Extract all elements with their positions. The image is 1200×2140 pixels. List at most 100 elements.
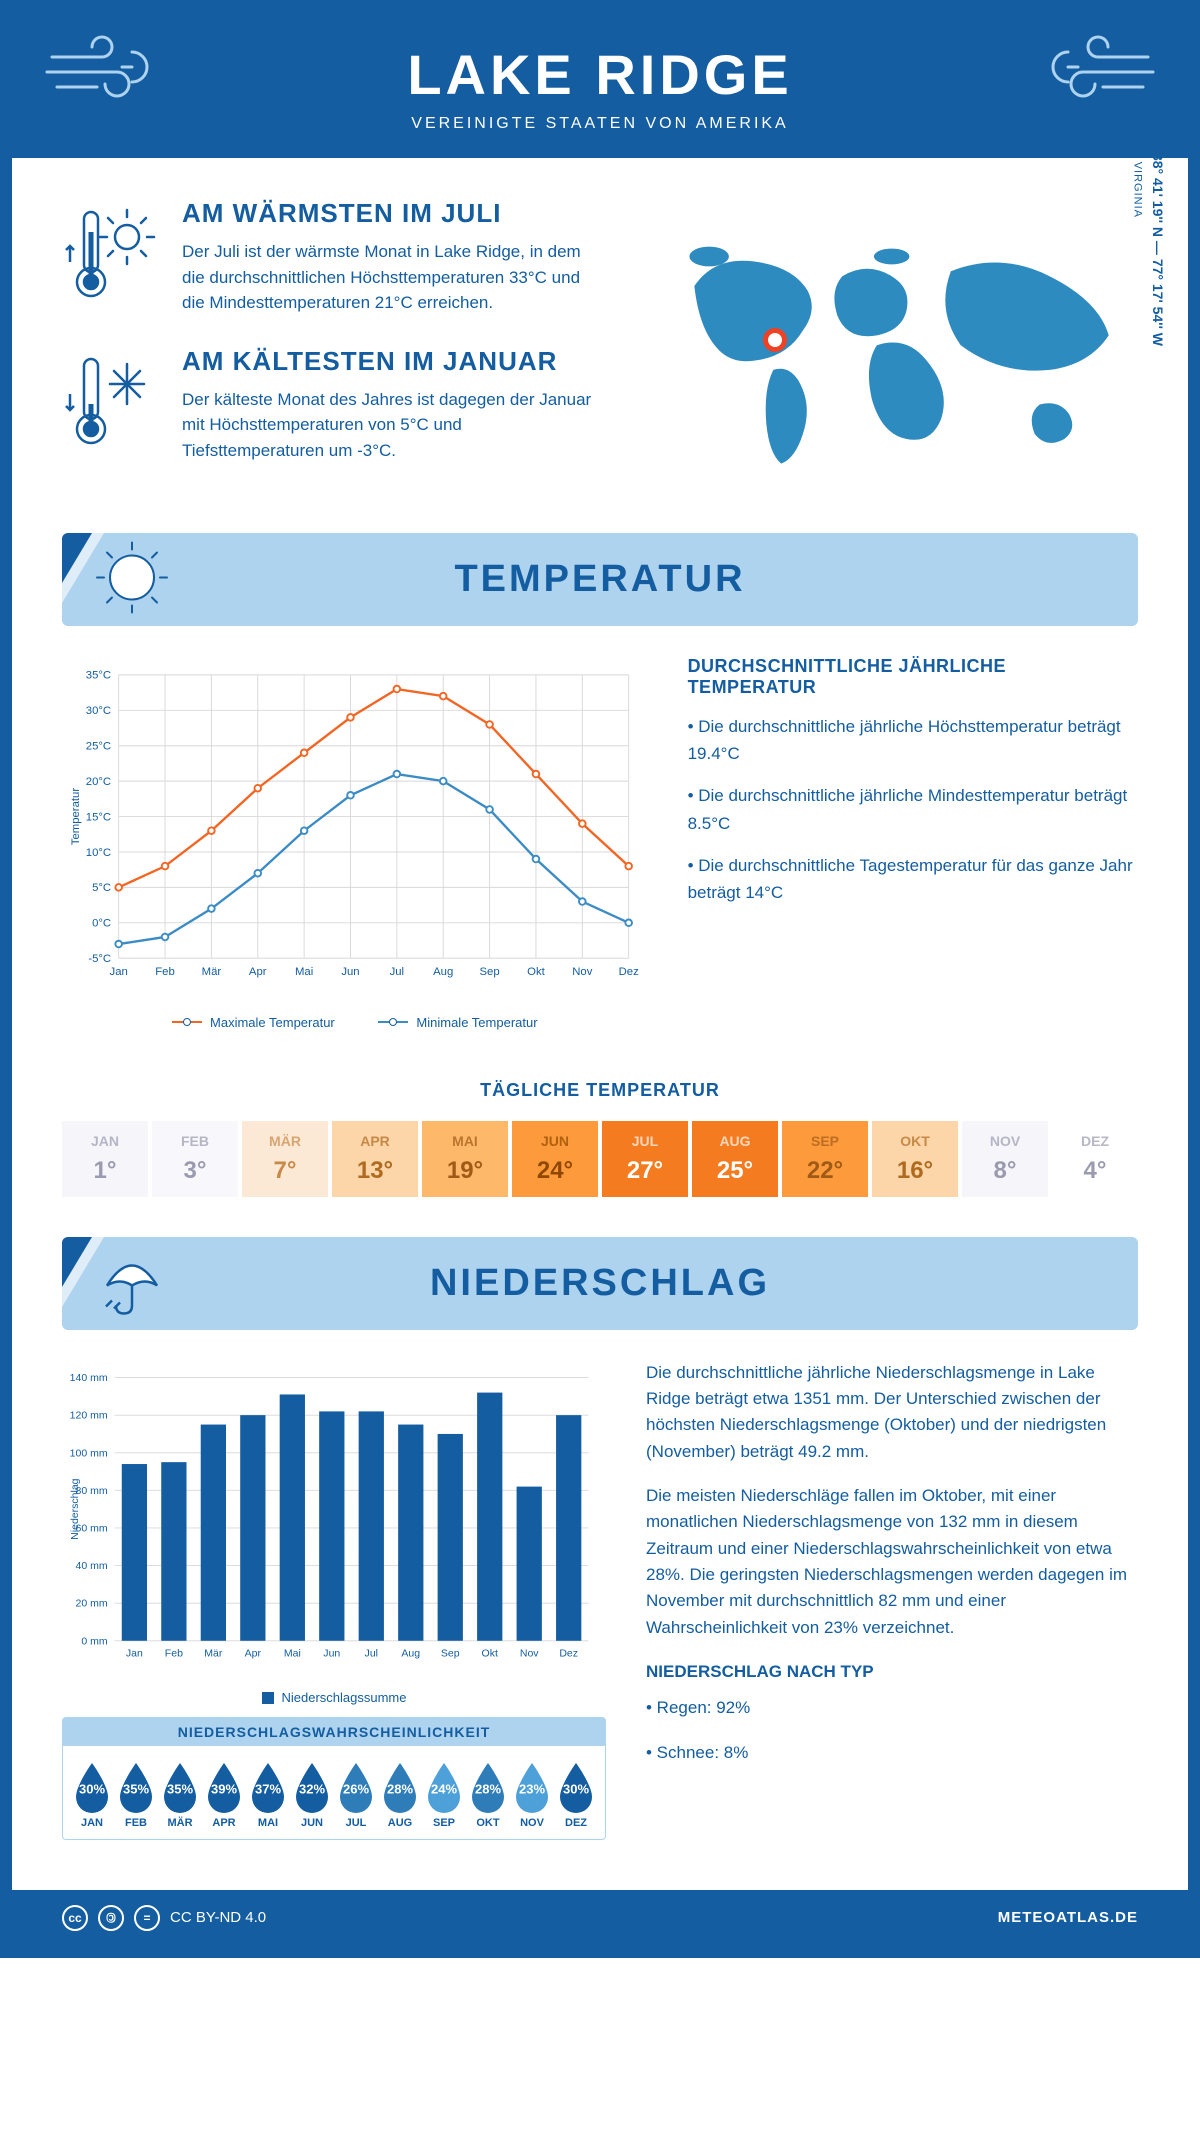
- svg-text:Dez: Dez: [559, 1647, 578, 1659]
- raindrop-icon: 39%: [203, 1761, 245, 1813]
- svg-text:Sep: Sep: [441, 1647, 460, 1659]
- section-title: TEMPERATUR: [92, 558, 1108, 601]
- region-label: VIRGINIA: [1131, 162, 1143, 218]
- page-subtitle: VEREINIGTE STAATEN VON AMERIKA: [12, 115, 1188, 133]
- probability-title: NIEDERSCHLAGSWAHRSCHEINLICHKEIT: [63, 1718, 605, 1746]
- precip-type-title: NIEDERSCHLAG NACH TYP: [646, 1659, 1138, 1685]
- svg-text:-5°C: -5°C: [88, 953, 111, 965]
- wind-icon: [1038, 32, 1158, 117]
- nd-icon: =: [134, 1905, 160, 1931]
- svg-text:5°C: 5°C: [92, 882, 111, 894]
- drop-cell: 30% JAN: [71, 1761, 113, 1829]
- svg-text:Jul: Jul: [365, 1647, 378, 1659]
- svg-text:Aug: Aug: [401, 1647, 420, 1659]
- svg-text:15°C: 15°C: [86, 811, 111, 823]
- svg-text:Feb: Feb: [155, 966, 175, 978]
- temp-cell: MÄR7°: [242, 1121, 328, 1197]
- svg-text:Jan: Jan: [110, 966, 128, 978]
- drop-cell: 39% APR: [203, 1761, 245, 1829]
- drop-cell: 28% OKT: [467, 1761, 509, 1829]
- coldest-title: AM KÄLTESTEN IM JANUAR: [182, 346, 605, 377]
- raindrop-icon: 35%: [159, 1761, 201, 1813]
- svg-text:Niederschlag: Niederschlag: [69, 1478, 81, 1540]
- svg-text:Mär: Mär: [202, 966, 222, 978]
- precip-paragraph: Die durchschnittliche jährliche Niedersc…: [646, 1360, 1138, 1465]
- raindrop-icon: 30%: [555, 1761, 597, 1813]
- temp-cell: JUL27°: [602, 1121, 688, 1197]
- footer: cc 🄯 = CC BY-ND 4.0 METEOATLAS.DE: [12, 1890, 1188, 1946]
- temp-cell: SEP22°: [782, 1121, 868, 1197]
- svg-text:Apr: Apr: [245, 1647, 262, 1659]
- temp-cell: NOV8°: [962, 1121, 1048, 1197]
- svg-text:Temperatur: Temperatur: [70, 788, 82, 846]
- svg-text:Dez: Dez: [619, 966, 639, 978]
- svg-text:0°C: 0°C: [92, 918, 111, 930]
- temp-cell: APR13°: [332, 1121, 418, 1197]
- precip-type-bullet: • Schnee: 8%: [646, 1740, 1138, 1766]
- temp-cell: JAN1°: [62, 1121, 148, 1197]
- legend-min: Minimale Temperatur: [416, 1015, 537, 1030]
- drop-cell: 32% JUN: [291, 1761, 333, 1829]
- sun-icon: [92, 537, 172, 622]
- svg-text:Mär: Mär: [204, 1647, 223, 1659]
- map-marker-icon: [763, 328, 787, 352]
- temp-text-title: DURCHSCHNITTLICHE JÄHRLICHE TEMPERATUR: [688, 656, 1138, 698]
- svg-text:Sep: Sep: [480, 966, 500, 978]
- header: LAKE RIDGE VEREINIGTE STAATEN VON AMERIK…: [12, 12, 1188, 158]
- precipitation-chart: 0 mm20 mm40 mm60 mm80 mm100 mm120 mm140 …: [62, 1360, 606, 1707]
- svg-text:0 mm: 0 mm: [81, 1635, 108, 1647]
- raindrop-icon: 37%: [247, 1761, 289, 1813]
- raindrop-icon: 30%: [71, 1761, 113, 1813]
- svg-text:Okt: Okt: [527, 966, 545, 978]
- section-header-temperature: TEMPERATUR: [62, 533, 1138, 626]
- temp-cell: FEB3°: [152, 1121, 238, 1197]
- svg-text:10°C: 10°C: [86, 847, 111, 859]
- by-icon: 🄯: [98, 1905, 124, 1931]
- svg-text:25°C: 25°C: [86, 741, 111, 753]
- drop-cell: 24% SEP: [423, 1761, 465, 1829]
- drop-cell: 35% FEB: [115, 1761, 157, 1829]
- raindrop-icon: 23%: [511, 1761, 553, 1813]
- cc-icon: cc: [62, 1905, 88, 1931]
- temp-bullet: • Die durchschnittliche jährliche Höchst…: [688, 713, 1138, 767]
- temperature-chart: -5°C0°C5°C10°C15°C20°C25°C30°C35°CJanFeb…: [62, 656, 648, 1030]
- temp-cell: MAI19°: [422, 1121, 508, 1197]
- drop-cell: 28% AUG: [379, 1761, 421, 1829]
- svg-text:Jun: Jun: [341, 966, 359, 978]
- warmest-block: AM WÄRMSTEN IM JULI Der Juli ist der wär…: [62, 198, 605, 316]
- svg-text:Nov: Nov: [572, 966, 592, 978]
- raindrop-icon: 26%: [335, 1761, 377, 1813]
- page-title: LAKE RIDGE: [12, 42, 1188, 107]
- raindrop-icon: 28%: [379, 1761, 421, 1813]
- svg-text:20°C: 20°C: [86, 776, 111, 788]
- thermometer-cold-icon: [62, 346, 162, 464]
- raindrop-icon: 35%: [115, 1761, 157, 1813]
- license-text: CC BY-ND 4.0: [170, 1909, 266, 1926]
- svg-text:Jan: Jan: [126, 1647, 143, 1659]
- world-map: VIRGINIA 38° 41' 19'' N — 77° 17' 54'' W: [645, 198, 1138, 493]
- precip-type-bullet: • Regen: 92%: [646, 1695, 1138, 1721]
- precip-legend: Niederschlagssumme: [282, 1690, 407, 1705]
- section-header-precipitation: NIEDERSCHLAG: [62, 1237, 1138, 1330]
- probability-box: NIEDERSCHLAGSWAHRSCHEINLICHKEIT 30% JAN …: [62, 1717, 606, 1840]
- drop-cell: 23% NOV: [511, 1761, 553, 1829]
- temp-cell: OKT16°: [872, 1121, 958, 1197]
- svg-text:Feb: Feb: [165, 1647, 183, 1659]
- drop-cell: 30% DEZ: [555, 1761, 597, 1829]
- umbrella-icon: [92, 1241, 172, 1326]
- coldest-block: AM KÄLTESTEN IM JANUAR Der kälteste Mona…: [62, 346, 605, 464]
- drop-cell: 26% JUL: [335, 1761, 377, 1829]
- warmest-text: Der Juli ist der wärmste Monat in Lake R…: [182, 239, 605, 316]
- svg-text:30°C: 30°C: [86, 705, 111, 717]
- temp-bullet: • Die durchschnittliche jährliche Mindes…: [688, 782, 1138, 836]
- raindrop-icon: 32%: [291, 1761, 333, 1813]
- precip-paragraph: Die meisten Niederschläge fallen im Okto…: [646, 1483, 1138, 1641]
- svg-text:20 mm: 20 mm: [75, 1597, 107, 1609]
- svg-text:Nov: Nov: [520, 1647, 539, 1659]
- svg-text:Jul: Jul: [390, 966, 404, 978]
- temp-bullet: • Die durchschnittliche Tagestemperatur …: [688, 852, 1138, 906]
- svg-text:Mai: Mai: [284, 1647, 301, 1659]
- legend-max: Maximale Temperatur: [210, 1015, 335, 1030]
- section-title: NIEDERSCHLAG: [92, 1262, 1108, 1305]
- raindrop-icon: 28%: [467, 1761, 509, 1813]
